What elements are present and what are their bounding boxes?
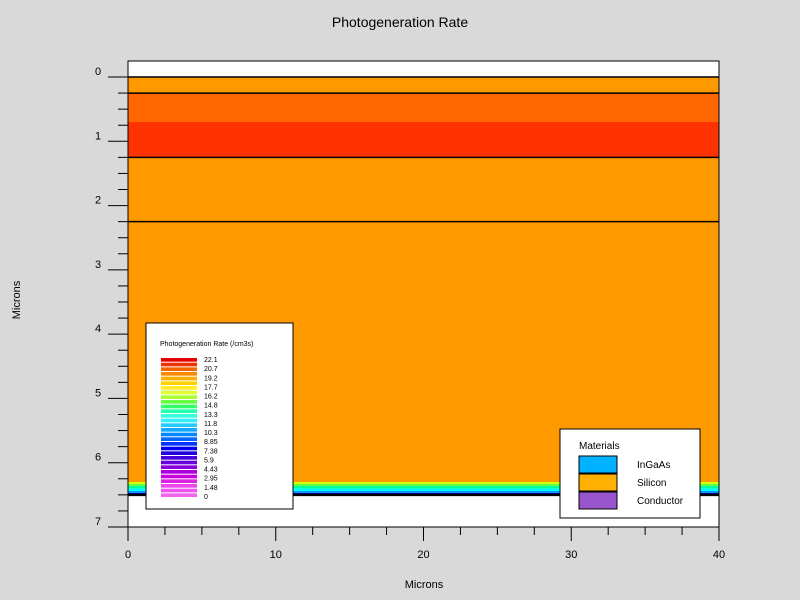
x-tick-label: 10 — [270, 549, 282, 561]
colorbar-label: 19.2 — [204, 375, 218, 382]
colorbar-title: Photogeneration Rate (/cm3s) — [160, 341, 253, 348]
colorbar-swatch — [161, 488, 197, 493]
materials-entries: InGaAs Silicon Conductor — [578, 455, 684, 510]
colorbar-swatch — [161, 446, 197, 451]
y-tick-label: 7 — [95, 516, 101, 528]
colorbar-swatch — [161, 460, 197, 465]
colorbar-swatch — [161, 470, 197, 474]
colorbar-swatch — [161, 386, 197, 390]
heatmap-band-1 — [128, 93, 719, 122]
heatmap-band-7 — [128, 488, 719, 491]
colorbar-label: 5.9 — [204, 457, 214, 464]
y-tick-label: 0 — [95, 66, 101, 78]
x-axis: 0 10 20 30 40 — [125, 527, 725, 561]
colorbar-legend: Photogeneration Rate (/cm3s) 22.1 20.7 19.… — [145, 322, 294, 510]
colorbar-swatch — [161, 479, 197, 483]
colorbar-swatch — [161, 358, 197, 362]
colorbar-label: 16.2 — [204, 394, 218, 401]
colorbar-label: 13.3 — [204, 412, 218, 419]
y-axis: 0 1 2 3 4 5 6 7 — [95, 61, 129, 528]
colorbar-label: 8.85 — [204, 439, 218, 446]
x-tick-label: 30 — [565, 549, 577, 561]
y-tick-label: 5 — [95, 387, 101, 399]
colorbar-swatch — [161, 381, 197, 385]
chart-title: Photogeneration Rate — [332, 14, 468, 30]
colorbar-label: 22.1 — [204, 357, 218, 364]
colorbar-swatch — [161, 418, 197, 423]
colorbar-label: 1.48 — [204, 485, 218, 492]
colorbar-swatch — [161, 414, 197, 418]
colorbar-swatch — [161, 404, 197, 409]
y-tick-label: 4 — [95, 323, 101, 335]
x-tick-label: 20 — [417, 549, 429, 561]
colorbar-swatch — [161, 437, 197, 441]
colorbar-label: 10.3 — [204, 430, 218, 437]
y-tick-label: 1 — [95, 130, 101, 142]
colorbar-label: 0 — [204, 494, 208, 501]
materials-legend: Materials InGaAs Silicon Conductor — [559, 428, 701, 519]
y-tick-label: 6 — [95, 452, 101, 464]
material-label-silicon: Silicon — [637, 478, 666, 489]
y-tick-label: 2 — [95, 195, 101, 207]
colorbar-swatch — [161, 456, 197, 460]
x-tick-label: 0 — [125, 549, 131, 561]
colorbar-label: 11.8 — [204, 421, 217, 428]
heatmap-band-8 — [128, 491, 719, 493]
heatmap-band-5 — [128, 483, 719, 486]
colorbar-label: 2.95 — [204, 476, 218, 483]
colorbar-swatch — [161, 372, 197, 376]
colorbar-swatch — [161, 428, 197, 432]
y-axis-label: Microns — [11, 280, 23, 319]
colorbar-swatch — [161, 400, 197, 404]
material-swatch-conductor — [578, 491, 618, 510]
colorbar-label: 4.43 — [204, 467, 218, 474]
heatmap-band-0 — [128, 77, 719, 94]
colorbar-swatch — [161, 465, 197, 469]
colorbar-swatch — [161, 409, 197, 413]
colorbar-swatch — [161, 474, 197, 479]
colorbar-labels: 22.1 20.7 19.2 17.7 16.2 14.8 13.3 11.8 10.3 8.85… — [204, 357, 218, 501]
colorbar-swatch — [161, 423, 197, 427]
colorbar-swatch — [161, 432, 197, 437]
colorbar-label: 20.7 — [204, 366, 218, 373]
colorbar-swatch — [161, 367, 197, 371]
x-tick-label: 40 — [713, 549, 725, 561]
material-swatch-silicon — [578, 473, 618, 492]
colorbar-swatch — [161, 442, 197, 446]
heatmap-band-6 — [128, 485, 719, 489]
colorbar-swatch — [161, 484, 197, 488]
colorbar-label: 7.38 — [204, 448, 218, 455]
colorbar-swatch — [161, 376, 197, 381]
colorbar-swatch — [161, 451, 197, 455]
heatmap-band-4 — [128, 482, 719, 484]
colorbar-swatch — [161, 362, 197, 367]
heatmap-regions — [128, 77, 719, 495]
colorbar-swatches — [161, 358, 197, 497]
materials-legend-title: Materials — [579, 441, 620, 452]
material-label-conductor: Conductor — [637, 496, 684, 507]
heatmap-band-2 — [128, 122, 719, 158]
colorbar-swatch — [161, 395, 197, 399]
colorbar-swatch — [161, 390, 197, 395]
colorbar-label: 17.7 — [204, 384, 218, 391]
colorbar-label: 14.8 — [204, 403, 218, 410]
material-swatch-ingaas — [578, 455, 618, 474]
colorbar-swatch — [161, 493, 197, 497]
x-axis-label: Microns — [405, 579, 444, 591]
y-tick-label: 3 — [95, 259, 101, 271]
material-label-ingaas: InGaAs — [637, 460, 670, 471]
